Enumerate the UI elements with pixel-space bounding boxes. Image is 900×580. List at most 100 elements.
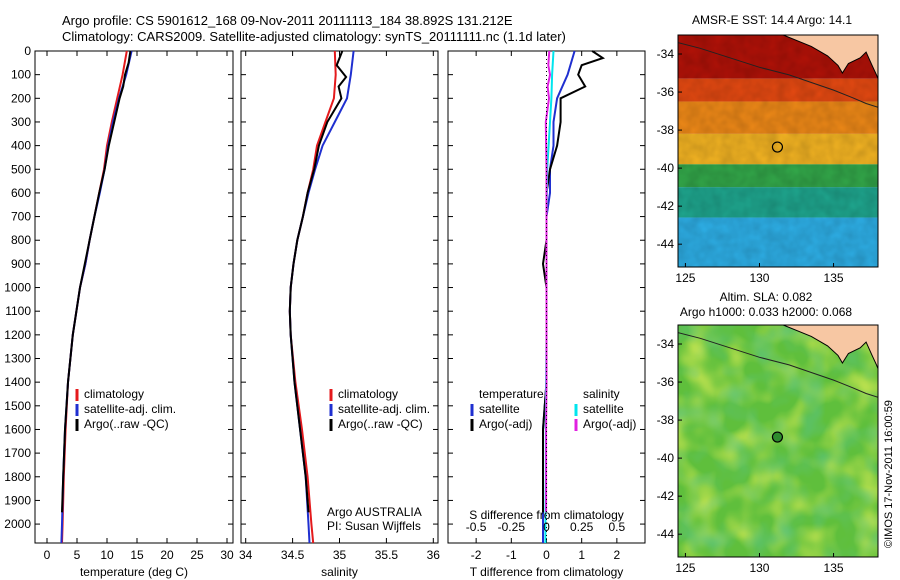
y-tick-label: -34 — [657, 337, 675, 351]
land-shape — [783, 325, 878, 369]
map-title-line1: Altim. SLA: 0.082 — [720, 290, 813, 304]
y-tick-label: -40 — [657, 451, 675, 465]
top-tick-label: 0.5 — [609, 520, 626, 534]
y-tick-label: 1500 — [4, 399, 31, 413]
x-tick-label: -1 — [506, 548, 517, 562]
x-tick-label: 130 — [749, 271, 769, 285]
annotation-text: Argo AUSTRALIA — [327, 505, 422, 519]
legend-heading: salinity — [583, 387, 620, 401]
x-tick-label: 30 — [220, 548, 234, 562]
x-tick-label: 15 — [130, 548, 144, 562]
x-tick-label: 2 — [614, 548, 621, 562]
series-line-satellite-adj-clim- — [60, 50, 133, 544]
x-axis-label: T difference from climatology — [470, 565, 624, 579]
legend-entry: Argo(..raw -QC) — [84, 417, 169, 431]
x-axis-label: temperature (deg C) — [80, 565, 188, 579]
top-axis-label: S difference from climatology — [469, 508, 624, 522]
legend-entry: Argo(-adj) — [479, 417, 532, 431]
top-tick-label: 0 — [543, 520, 550, 534]
x-tick-label: 34.5 — [281, 548, 305, 562]
series-line-argo-adj- — [541, 50, 606, 513]
annotation-text: PI: Susan Wijffels — [327, 519, 421, 533]
series-line-argo-raw-qc- — [61, 50, 132, 513]
y-tick-label: 1300 — [4, 352, 31, 366]
series-line-argo-raw-qc- — [288, 50, 348, 513]
y-tick-label: 800 — [11, 233, 31, 247]
x-tick-label: 125 — [675, 561, 695, 575]
y-tick-label: -40 — [657, 161, 675, 175]
y-tick-label: -36 — [657, 375, 675, 389]
y-tick-label: 300 — [11, 115, 31, 129]
y-tick-label: 200 — [11, 91, 31, 105]
y-tick-label: -36 — [657, 85, 675, 99]
legend-entry: climatology — [338, 387, 398, 401]
shelf-contour — [678, 332, 878, 398]
x-tick-label: 135 — [824, 271, 844, 285]
x-tick-label: 10 — [100, 548, 114, 562]
y-tick-label: 1900 — [4, 493, 31, 507]
y-tick-label: -42 — [657, 199, 675, 213]
map-frame — [677, 324, 879, 558]
map-frame — [677, 34, 879, 268]
x-axis-label: salinity — [321, 565, 358, 579]
land-shape — [783, 35, 878, 79]
series-line-satellite-adj-clim- — [288, 50, 355, 544]
plot-frame — [34, 50, 234, 544]
y-tick-label: 1000 — [4, 281, 31, 295]
series-line-satellite — [542, 50, 576, 543]
y-tick-label: 600 — [11, 186, 31, 200]
legend-entry: Argo(-adj) — [583, 417, 636, 431]
map-title: AMSR-E SST: 14.4 Argo: 14.1 — [692, 13, 852, 27]
y-tick-label: -44 — [657, 237, 675, 251]
legend-heading: temperature — [479, 387, 544, 401]
argo-location-marker — [771, 431, 784, 443]
x-tick-label: 125 — [675, 271, 695, 285]
top-tick-label: -0.5 — [466, 520, 487, 534]
series-line-argo-adj- — [544, 50, 552, 513]
y-tick-label: 1100 — [5, 304, 31, 318]
y-tick-label: 500 — [11, 162, 31, 176]
x-tick-label: 5 — [74, 548, 81, 562]
y-tick-label: -44 — [657, 527, 675, 541]
legend-entry: Argo(..raw -QC) — [338, 417, 423, 431]
y-tick-label: 100 — [11, 68, 31, 82]
y-tick-label: 700 — [11, 210, 31, 224]
x-tick-label: 35 — [333, 548, 347, 562]
legend-entry: satellite-adj. clim. — [338, 402, 430, 416]
y-tick-label: -38 — [657, 413, 675, 427]
top-tick-label: 0.25 — [570, 520, 594, 534]
figure-title-line1: Argo profile: CS 5901612_168 09-Nov-2011… — [62, 13, 513, 28]
y-tick-label: 1200 — [4, 328, 31, 342]
y-tick-label: -38 — [657, 123, 675, 137]
y-tick-label: 1700 — [4, 446, 31, 460]
series-line-climatology — [288, 50, 337, 544]
y-tick-label: 2000 — [4, 517, 31, 531]
sst-texture — [678, 35, 878, 267]
x-tick-label: -2 — [471, 548, 482, 562]
legend-entry: satellite-adj. clim. — [84, 402, 176, 416]
x-tick-label: 20 — [160, 548, 174, 562]
legend-entry: satellite — [583, 402, 624, 416]
x-tick-label: 0 — [543, 548, 550, 562]
x-tick-label: 35.5 — [375, 548, 399, 562]
y-tick-label: -42 — [657, 489, 675, 503]
y-tick-label: 900 — [11, 257, 31, 271]
figure-title-line2: Climatology: CARS2009. Satellite-adjuste… — [62, 29, 566, 44]
y-tick-label: 400 — [11, 139, 31, 153]
series-line-climatology — [61, 50, 128, 544]
x-tick-label: 34 — [239, 548, 253, 562]
legend-entry: climatology — [84, 387, 144, 401]
y-tick-label: 1600 — [4, 422, 31, 436]
x-tick-label: 0 — [44, 548, 51, 562]
y-tick-label: 1800 — [4, 470, 31, 484]
top-tick-label: -0.25 — [498, 520, 526, 534]
x-tick-label: 1 — [578, 548, 585, 562]
x-tick-label: 130 — [749, 561, 769, 575]
argo-location-marker — [771, 141, 784, 153]
map-title-line2: Argo h1000: 0.033 h2000: 0.068 — [680, 305, 852, 319]
sst-map — [678, 35, 878, 267]
x-tick-label: 135 — [824, 561, 844, 575]
shelf-contour — [678, 42, 878, 108]
x-tick-label: 25 — [190, 548, 204, 562]
